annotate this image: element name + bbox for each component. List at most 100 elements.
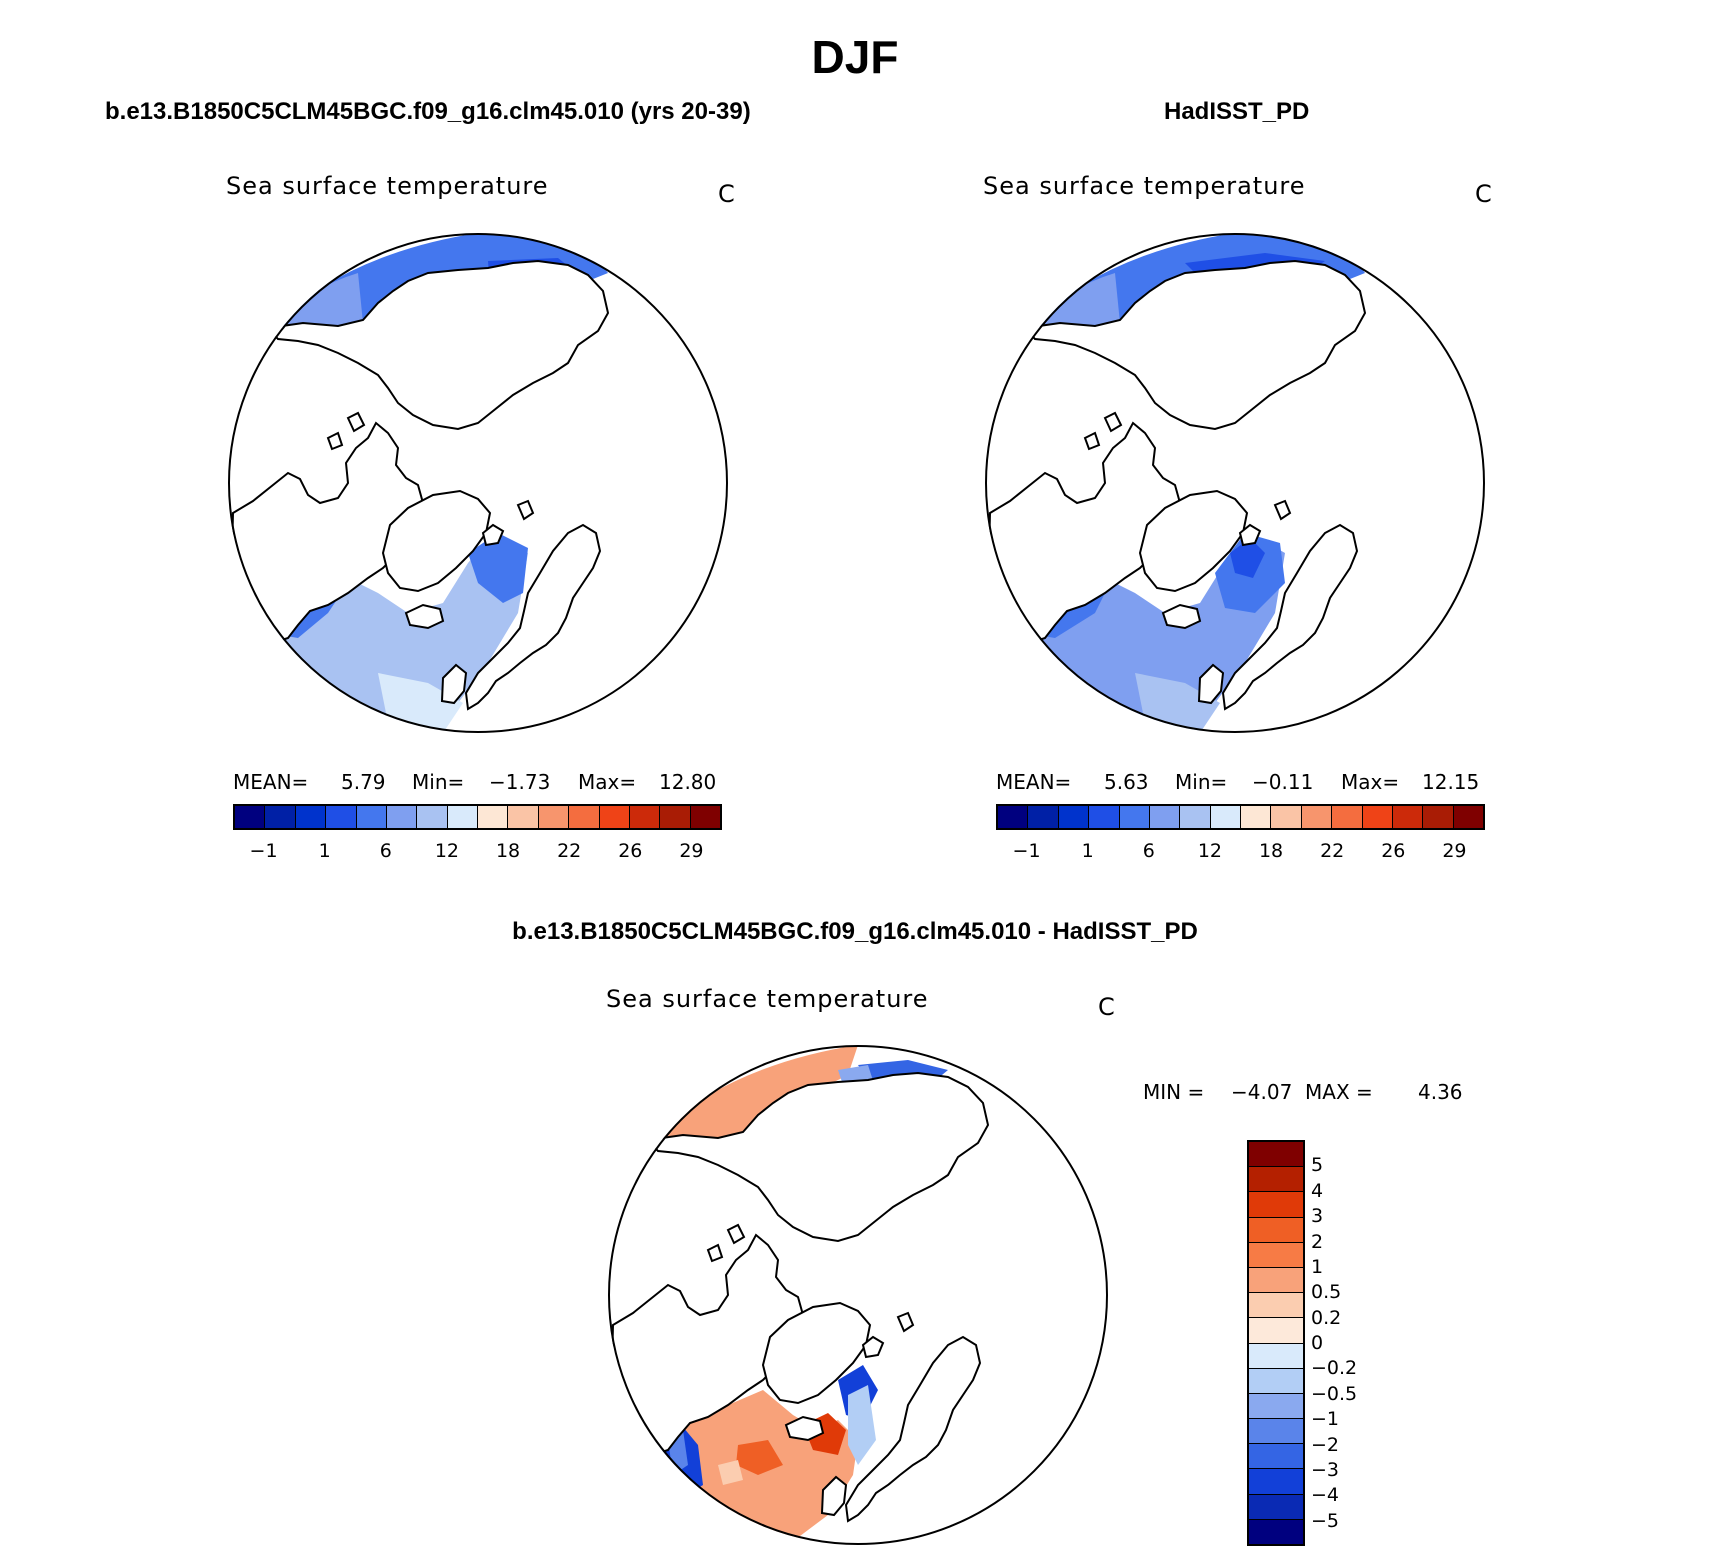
colorbar-cell bbox=[265, 806, 296, 828]
colorbar-tick-label: 29 bbox=[1442, 840, 1467, 862]
colorbar-tick-label: 18 bbox=[495, 840, 521, 862]
colorbar-cell bbox=[326, 806, 357, 828]
right-polar-map bbox=[985, 233, 1485, 733]
colorbar-cell bbox=[1249, 1318, 1303, 1344]
left-max-value: 12.80 bbox=[659, 770, 717, 794]
right-max-value: 12.15 bbox=[1422, 770, 1480, 794]
colorbar-cell bbox=[1249, 1142, 1303, 1168]
colorbar-cell bbox=[1058, 806, 1090, 828]
colorbar-tick-label: −0.5 bbox=[1311, 1382, 1358, 1405]
colorbar-cell bbox=[386, 806, 418, 828]
diff-min-value: −4.07 bbox=[1231, 1080, 1293, 1104]
colorbar-cell bbox=[1249, 1469, 1303, 1495]
colorbar-cell bbox=[1249, 1293, 1303, 1319]
colorbar-cell bbox=[1119, 806, 1150, 828]
right-variable-label: Sea surface temperature bbox=[983, 172, 1306, 200]
colorbar-tick-label: −3 bbox=[1311, 1458, 1340, 1481]
right-panel-title: HadISST_PD bbox=[1164, 98, 1310, 125]
colorbar-cell bbox=[1249, 1167, 1303, 1193]
colorbar-cell bbox=[478, 806, 509, 828]
colorbar-cell bbox=[629, 806, 661, 828]
colorbar-cell bbox=[1249, 1343, 1303, 1369]
colorbar-cell bbox=[1301, 806, 1333, 828]
right-max-label: Max= bbox=[1341, 770, 1400, 794]
left-colorbar bbox=[233, 804, 722, 830]
left-units-label: C bbox=[718, 180, 736, 208]
colorbar-cell bbox=[569, 806, 600, 828]
colorbar-cell bbox=[447, 806, 478, 828]
colorbar-tick-label: −5 bbox=[1311, 1509, 1340, 1532]
colorbar-tick-label: 22 bbox=[1320, 840, 1345, 862]
colorbar-cell bbox=[1180, 806, 1211, 828]
colorbar-tick-label: 6 bbox=[1142, 840, 1155, 862]
colorbar-tick-label: 6 bbox=[379, 840, 392, 862]
colorbar-tick-label: 18 bbox=[1258, 840, 1284, 862]
diff-colorbar bbox=[1247, 1140, 1305, 1546]
colorbar-cell bbox=[1362, 806, 1393, 828]
colorbar-cell bbox=[417, 806, 448, 828]
colorbar-cell bbox=[1241, 806, 1272, 828]
colorbar-tick-label: 29 bbox=[679, 840, 704, 862]
diff-variable-label: Sea surface temperature bbox=[606, 985, 929, 1013]
right-colorbar bbox=[996, 804, 1485, 830]
colorbar-cell bbox=[1453, 806, 1483, 828]
figure-title: DJF bbox=[811, 31, 899, 83]
colorbar-tick-label: 22 bbox=[557, 840, 582, 862]
right-units-label: C bbox=[1475, 180, 1493, 208]
left-polar-map bbox=[228, 233, 728, 733]
colorbar-tick-label: 26 bbox=[1381, 840, 1406, 862]
colorbar-cell bbox=[1249, 1192, 1303, 1218]
diff-polar-map bbox=[608, 1045, 1108, 1545]
diff-max-label: MAX = bbox=[1305, 1080, 1373, 1104]
colorbar-cell bbox=[1149, 806, 1181, 828]
colorbar-tick-label: −0.2 bbox=[1311, 1357, 1358, 1380]
colorbar-tick-label: 3 bbox=[1311, 1205, 1324, 1228]
right-mean-value: 5.63 bbox=[1104, 770, 1149, 794]
colorbar-tick-label: 1 bbox=[318, 840, 331, 862]
colorbar-tick-label: 0.2 bbox=[1311, 1306, 1342, 1329]
colorbar-tick-label: 2 bbox=[1311, 1230, 1324, 1253]
colorbar-cell bbox=[1249, 1444, 1303, 1470]
left-variable-label: Sea surface temperature bbox=[226, 172, 549, 200]
colorbar-cell bbox=[1028, 806, 1059, 828]
colorbar-cell bbox=[356, 806, 387, 828]
left-max-label: Max= bbox=[578, 770, 637, 794]
colorbar-tick-label: 12 bbox=[434, 840, 460, 862]
colorbar-tick-label: −1 bbox=[249, 840, 278, 862]
colorbar-cell bbox=[1249, 1494, 1303, 1520]
colorbar-cell bbox=[1249, 1267, 1303, 1294]
colorbar-tick-label: −2 bbox=[1311, 1433, 1340, 1456]
colorbar-tick-label: 12 bbox=[1197, 840, 1223, 862]
colorbar-tick-label: 4 bbox=[1311, 1179, 1324, 1202]
colorbar-cell bbox=[1249, 1368, 1303, 1394]
colorbar-tick-label: 26 bbox=[618, 840, 643, 862]
right-min-label: Min= bbox=[1175, 770, 1228, 794]
colorbar-cell bbox=[1249, 1242, 1303, 1268]
right-mean-label: MEAN= bbox=[996, 770, 1072, 794]
colorbar-tick-label: 0 bbox=[1311, 1332, 1324, 1354]
left-min-value: −1.73 bbox=[489, 770, 551, 794]
left-mean-label: MEAN= bbox=[233, 770, 309, 794]
colorbar-tick-label: 5 bbox=[1311, 1154, 1324, 1177]
colorbar-cell bbox=[1089, 806, 1120, 828]
colorbar-cell bbox=[1249, 1217, 1303, 1243]
colorbar-cell bbox=[1332, 806, 1363, 828]
colorbar-cell bbox=[235, 806, 266, 828]
colorbar-cell bbox=[1210, 806, 1241, 828]
colorbar-cell bbox=[599, 806, 630, 828]
colorbar-tick-label: −1 bbox=[1012, 840, 1041, 862]
colorbar-cell bbox=[508, 806, 539, 828]
colorbar-cell bbox=[1249, 1519, 1303, 1544]
left-mean-value: 5.79 bbox=[341, 770, 386, 794]
colorbar-cell bbox=[1249, 1393, 1303, 1420]
colorbar-cell bbox=[998, 806, 1029, 828]
colorbar-cell bbox=[660, 806, 691, 828]
difference-panel-title: b.e13.B1850C5CLM45BGC.f09_g16.clm45.010 … bbox=[512, 918, 1198, 945]
left-min-label: Min= bbox=[412, 770, 465, 794]
colorbar-tick-label: 1 bbox=[1081, 840, 1094, 862]
left-panel-title: b.e13.B1850C5CLM45BGC.f09_g16.clm45.010 … bbox=[105, 98, 751, 125]
colorbar-cell bbox=[690, 806, 720, 828]
colorbar-cell bbox=[1271, 806, 1302, 828]
colorbar-tick-label: 1 bbox=[1311, 1255, 1324, 1278]
right-min-value: −0.11 bbox=[1252, 770, 1314, 794]
